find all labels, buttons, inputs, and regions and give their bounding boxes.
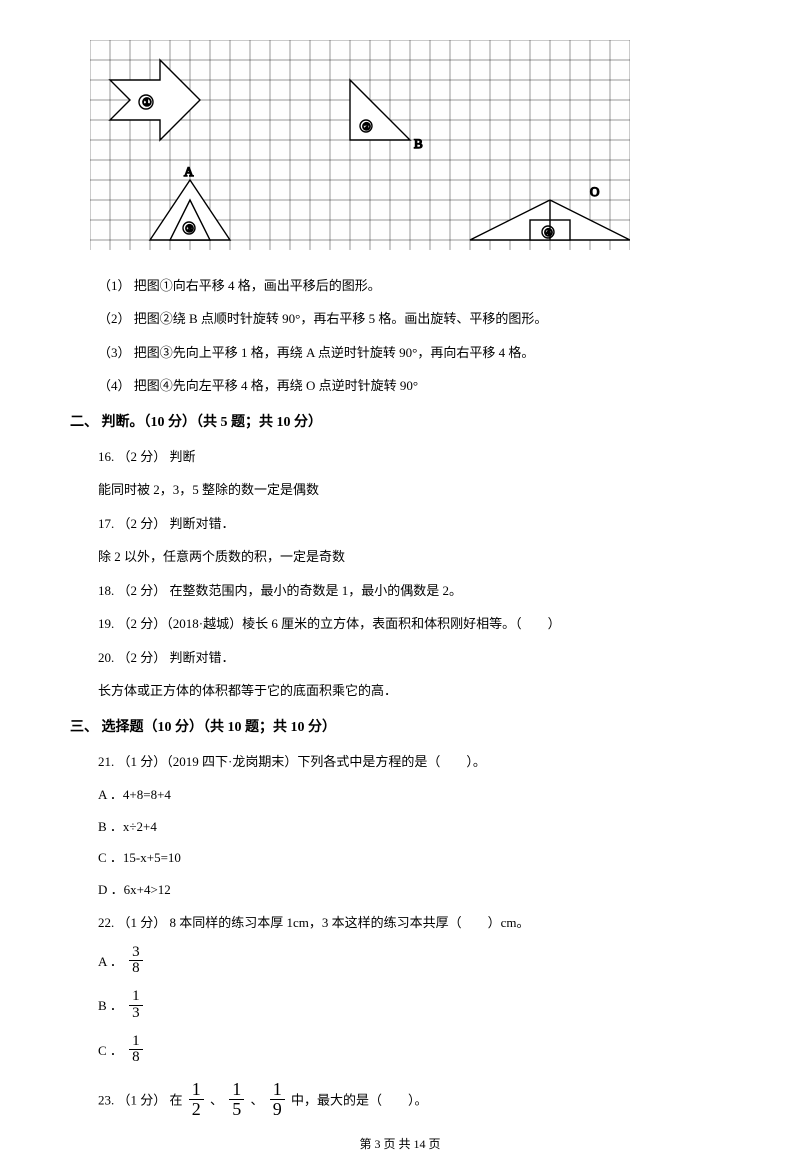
q23-post: 中，最大的是（ ）。 [291, 1092, 428, 1107]
svg-text:B: B [414, 136, 423, 151]
q23-mid1: 、 [210, 1092, 226, 1107]
sub-3: （3） 把图③先向上平移 1 格，再绕 A 点逆时针旋转 90°，再向右平移 4… [98, 343, 730, 363]
grid-figure: ① ② B ③ A ④ O [90, 40, 730, 256]
frac-1-8: 18 [129, 1034, 143, 1067]
q22-choice-b: B ． 13 [98, 991, 730, 1024]
frac-1-3: 13 [129, 989, 143, 1022]
q17-line2: 除 2 以外，任意两个质数的积，一定是奇数 [98, 547, 730, 567]
q17-line1: 17. （2 分） 判断对错． [98, 514, 730, 534]
svg-text:③: ③ [185, 224, 194, 235]
sub-1: （1） 把图①向右平移 4 格，画出平移后的图形。 [98, 276, 730, 296]
frac-1-5: 15 [229, 1080, 244, 1119]
svg-text:①: ① [142, 97, 152, 109]
q23: 23. （1 分） 在 12 、 15 、 19 中，最大的是（ ）。 [98, 1082, 730, 1121]
q22-choice-a: A ． 38 [98, 947, 730, 980]
q23-pre: 23. （1 分） 在 [98, 1092, 186, 1107]
q16-line1: 16. （2 分） 判断 [98, 447, 730, 467]
q21: 21. （1 分）（2019 四下·龙岗期末）下列各式中是方程的是（ ）。 [98, 752, 730, 772]
section-3-header: 三、 选择题（10 分）（共 10 题；共 10 分） [70, 717, 730, 738]
svg-text:④: ④ [544, 228, 553, 239]
svg-text:A: A [184, 164, 194, 179]
q22a-prefix: A ． [98, 954, 123, 969]
frac-1-2: 12 [189, 1080, 204, 1119]
frac-1-9: 19 [270, 1080, 285, 1119]
q20-line2: 长方体或正方体的体积都等于它的底面积乘它的高． [98, 681, 730, 701]
q22-choice-c: C ． 18 [98, 1036, 730, 1069]
q22: 22. （1 分） 8 本同样的练习本厚 1cm，3 本这样的练习本共厚（ ）c… [98, 913, 730, 933]
q21-choice-d: D ．6x+4>12 [98, 880, 730, 900]
q21-choice-a: A ．4+8=8+4 [98, 785, 730, 805]
page-footer: 第 3 页 共 14 页 [70, 1135, 730, 1153]
sub-4: （4） 把图④先向左平移 4 格，再绕 O 点逆时针旋转 90° [98, 376, 730, 396]
frac-3-8: 38 [129, 945, 143, 978]
svg-text:②: ② [362, 122, 371, 133]
q23-mid2: 、 [251, 1092, 267, 1107]
q21-choice-b: B ．x÷2+4 [98, 817, 730, 837]
sub-2: （2） 把图②绕 B 点顺时针旋转 90°，再右平移 5 格。画出旋转、平移的图… [98, 309, 730, 329]
q22b-prefix: B ． [98, 998, 123, 1013]
grid-svg: ① ② B ③ A ④ O [90, 40, 630, 250]
q22c-prefix: C ． [98, 1043, 123, 1058]
svg-text:O: O [590, 184, 599, 199]
q19: 19. （2 分）（2018·越城）棱长 6 厘米的立方体，表面积和体积刚好相等… [98, 614, 730, 634]
q21-choice-c: C ．15-x+5=10 [98, 848, 730, 868]
q16-line2: 能同时被 2，3，5 整除的数一定是偶数 [98, 480, 730, 500]
section-2-header: 二、 判断。（10 分）（共 5 题；共 10 分） [70, 412, 730, 433]
q18: 18. （2 分） 在整数范围内，最小的奇数是 1，最小的偶数是 2。 [98, 581, 730, 601]
q20-line1: 20. （2 分） 判断对错． [98, 648, 730, 668]
